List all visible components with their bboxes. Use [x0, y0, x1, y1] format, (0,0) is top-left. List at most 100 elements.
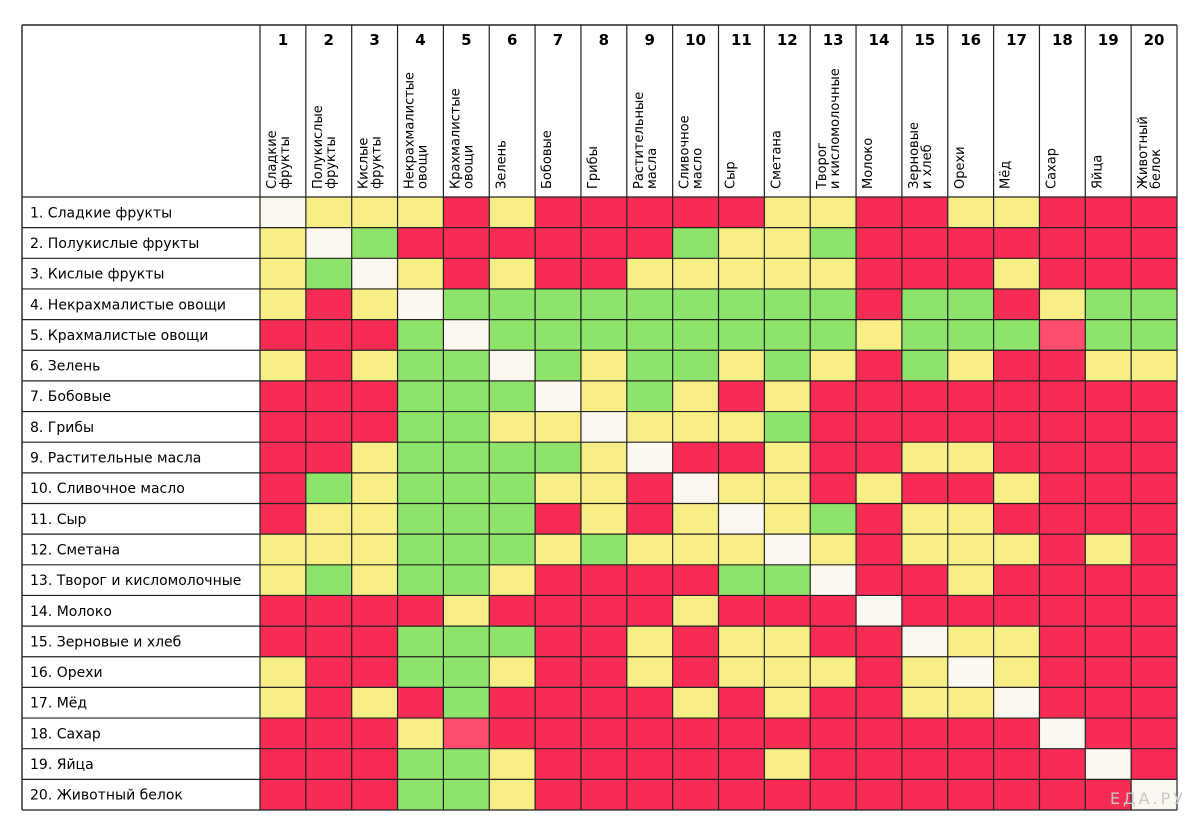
heatmap-cell: [856, 197, 902, 228]
heatmap-cell: [1131, 503, 1177, 535]
column-number: 2: [324, 31, 334, 49]
heatmap-cell: [535, 503, 581, 535]
heatmap-cell: [626, 534, 673, 565]
heatmap-cell: [397, 227, 444, 259]
column-number: 3: [369, 31, 379, 49]
heatmap-cell: [351, 564, 398, 596]
heatmap-cell: [1085, 687, 1132, 719]
column-number: 12: [777, 31, 798, 49]
column-number: 14: [869, 31, 890, 49]
column-number: 20: [1144, 31, 1165, 49]
heatmap-cell: [764, 442, 811, 473]
heatmap-cell: [1039, 779, 1086, 810]
column-label: Яйца: [1090, 155, 1105, 189]
row-label: 6. Зелень: [30, 359, 100, 375]
heatmap-cell: [580, 626, 627, 657]
heatmap-cell: [260, 595, 306, 627]
heatmap-cell: [718, 595, 765, 627]
heatmap-cell: [764, 626, 811, 657]
heatmap-cell: [810, 380, 857, 412]
heatmap-cell: [580, 258, 627, 289]
heatmap-cell: [351, 779, 398, 810]
heatmap-cell: [901, 748, 948, 780]
heatmap-cell: [260, 319, 306, 351]
heatmap-cell: [351, 442, 398, 473]
heatmap-cell: [1131, 442, 1177, 473]
column-label: Зелень: [494, 140, 509, 189]
column-label: Сахар: [1044, 148, 1059, 189]
heatmap-cell: [260, 748, 306, 780]
heatmap-cell: [1039, 442, 1086, 473]
heatmap-cell: [535, 258, 581, 289]
heatmap-cell: [305, 258, 352, 289]
heatmap-cell: [489, 227, 536, 259]
heatmap-cell: [810, 472, 857, 504]
heatmap-cell: [947, 227, 994, 259]
column-label: масло: [691, 148, 706, 189]
heatmap-cell: [901, 503, 948, 535]
column-number: 11: [731, 31, 752, 49]
heatmap-cell: [993, 656, 1040, 688]
heatmap-cell: [1131, 288, 1177, 320]
heatmap-cell: [351, 350, 398, 381]
heatmap-cell: [305, 380, 352, 412]
heatmap-cell: [489, 718, 536, 749]
heatmap-cell: [947, 288, 994, 320]
heatmap-cell: [993, 350, 1040, 381]
heatmap-cell: [901, 534, 948, 565]
heatmap-cell: [351, 748, 398, 780]
heatmap-cell: [993, 197, 1040, 228]
heatmap-cell: [764, 258, 811, 289]
heatmap-cell: [489, 380, 536, 412]
heatmap-cell: [993, 564, 1040, 596]
heatmap-cell: [626, 779, 673, 810]
heatmap-cell: [993, 595, 1040, 627]
heatmap-cell: [718, 564, 765, 596]
heatmap-cell: [305, 411, 352, 443]
heatmap-cell: [718, 626, 765, 657]
heatmap-cell: [443, 319, 490, 351]
heatmap-cell: [535, 626, 581, 657]
heatmap-cell: [718, 258, 765, 289]
heatmap-cell: [260, 197, 306, 228]
heatmap-cell: [810, 227, 857, 259]
heatmap-cell: [626, 288, 673, 320]
column-label: Зерновые: [907, 122, 922, 189]
heatmap-cell: [580, 288, 627, 320]
heatmap-cell: [260, 626, 306, 657]
heatmap-cell: [1131, 595, 1177, 627]
heatmap-cell: [260, 350, 306, 381]
heatmap-cell: [397, 442, 444, 473]
heatmap-cell: [764, 564, 811, 596]
heatmap-cell: [856, 227, 902, 259]
heatmap-cell: [1039, 472, 1086, 504]
heatmap-cell: [1039, 656, 1086, 688]
heatmap-cell: [260, 472, 306, 504]
heatmap-cell: [764, 656, 811, 688]
heatmap-cell: [1085, 258, 1132, 289]
column-number: 5: [461, 31, 471, 49]
heatmap-cell: [764, 350, 811, 381]
column-label: фрукты: [278, 136, 293, 189]
heatmap-cell: [305, 288, 352, 320]
heatmap-cell: [580, 779, 627, 810]
heatmap-cell: [764, 227, 811, 259]
heatmap-cell: [764, 718, 811, 749]
heatmap-cell: [351, 503, 398, 535]
heatmap-cell: [810, 288, 857, 320]
column-label: Мёд: [999, 161, 1014, 189]
heatmap-cell: [810, 411, 857, 443]
column-label: и хлеб: [920, 144, 935, 189]
heatmap-cell: [901, 595, 948, 627]
heatmap-cell: [443, 779, 490, 810]
heatmap-cell: [718, 656, 765, 688]
heatmap-cell: [672, 779, 719, 810]
heatmap-cell: [260, 687, 306, 719]
heatmap-cell: [718, 197, 765, 228]
column-label: Растительные: [632, 92, 647, 189]
heatmap-cell: [1131, 350, 1177, 381]
heatmap-cell: [1085, 564, 1132, 596]
heatmap-cell: [947, 380, 994, 412]
heatmap-cell: [901, 380, 948, 412]
heatmap-cell: [443, 350, 490, 381]
